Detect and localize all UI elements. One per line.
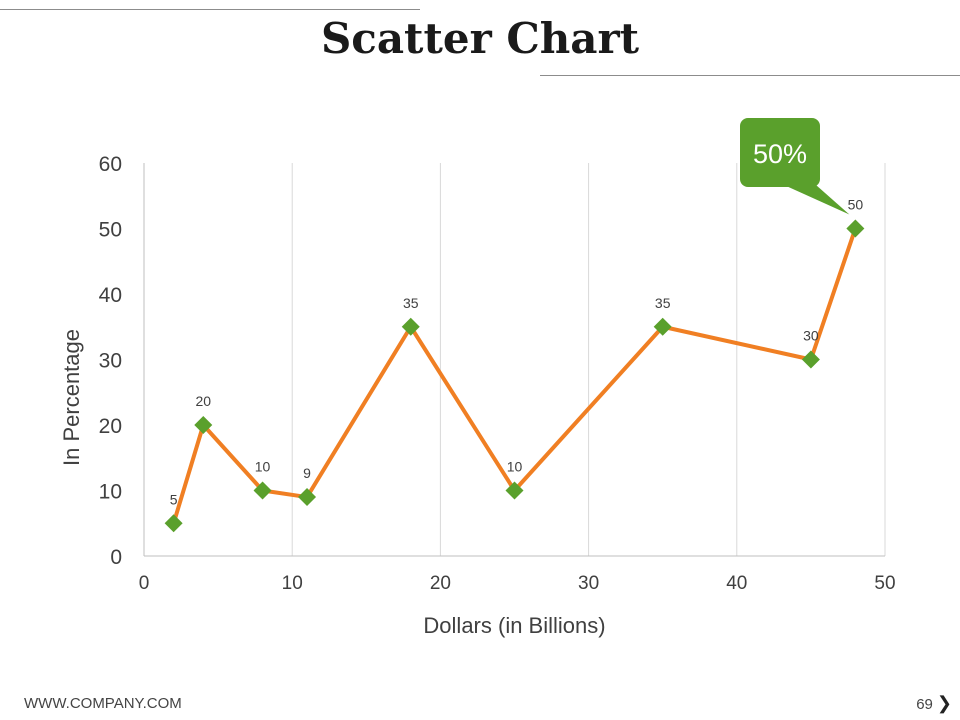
data-label: 10 — [255, 459, 271, 475]
data-point — [801, 350, 820, 369]
data-label: 35 — [403, 295, 419, 311]
data-point — [253, 481, 272, 500]
x-tick-label: 0 — [139, 573, 150, 594]
y-tick-label: 0 — [110, 546, 122, 569]
callout-pointer — [784, 185, 850, 215]
data-point — [505, 481, 524, 500]
data-label: 20 — [195, 393, 211, 409]
y-tick-label: 40 — [99, 284, 122, 307]
data-label: 50 — [848, 197, 864, 213]
data-point — [401, 317, 420, 336]
top-left-rule — [0, 9, 420, 10]
x-tick-label: 50 — [874, 573, 895, 594]
series-line — [171, 227, 858, 524]
x-tick-label: 30 — [578, 573, 599, 594]
footer-url: WWW.COMPANY.COM — [24, 695, 182, 712]
data-label: 35 — [655, 295, 671, 311]
x-tick-label: 20 — [430, 573, 451, 594]
data-label: 10 — [507, 459, 523, 475]
y-axis-title: In Percentage — [59, 329, 84, 466]
data-point — [194, 416, 213, 434]
data-point — [164, 514, 183, 533]
page-number: 69 — [916, 696, 933, 713]
x-tick-label: 10 — [282, 573, 303, 594]
data-label: 9 — [303, 465, 311, 481]
chevron-right-icon[interactable]: ❯ — [936, 693, 952, 713]
y-tick-label: 20 — [99, 415, 122, 438]
x-tick-label: 40 — [726, 573, 747, 594]
data-point — [653, 317, 672, 336]
data-point — [298, 488, 317, 507]
callout-text: 50% — [753, 139, 807, 169]
data-label: 5 — [170, 491, 178, 507]
slide-title: Scatter Chart — [320, 14, 640, 63]
data-label: 30 — [803, 328, 819, 344]
data-point — [846, 219, 865, 238]
y-tick-label: 10 — [99, 481, 122, 504]
callout-bubble — [740, 118, 820, 187]
x-axis-title: Dollars (in Billions) — [423, 613, 605, 638]
y-tick-label: 60 — [99, 153, 122, 176]
page-indicator: 69 ❯ — [916, 693, 952, 714]
y-tick-label: 50 — [99, 219, 122, 242]
top-right-rule — [540, 75, 960, 76]
y-tick-label: 30 — [99, 350, 122, 373]
